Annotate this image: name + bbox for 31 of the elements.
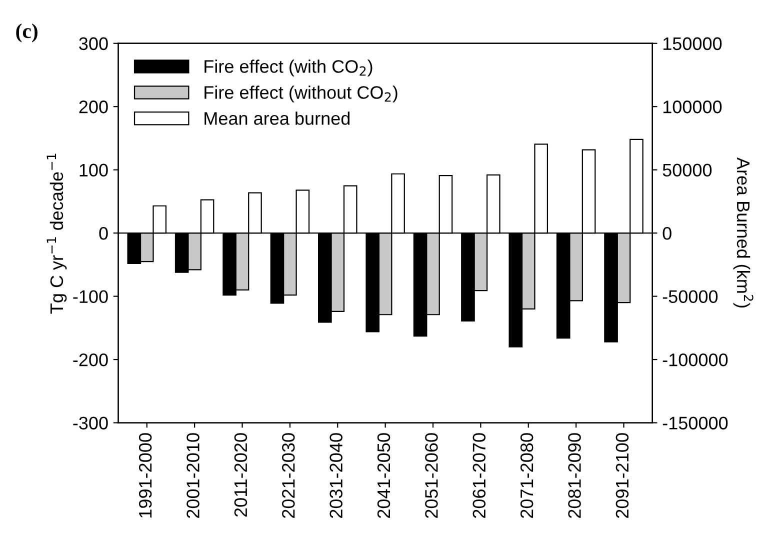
y-axis-title: Tg C yr$^{−1}$ decade$^{−1}$ xyxy=(46,154,67,314)
y-tick-label: 200 xyxy=(79,100,108,114)
x-tick-label: 2071-2080 xyxy=(520,433,534,518)
x-tick-label: 2051-2060 xyxy=(425,433,438,518)
y2-tick-label: -50000 xyxy=(662,290,718,304)
legend-label: Mean area burned xyxy=(204,112,350,125)
y2-tick-label: 100000 xyxy=(663,100,722,114)
y-tick-label: -100 xyxy=(73,290,108,304)
x-tick-label: 2001-2010 xyxy=(186,433,200,518)
y-tick-label: 0 xyxy=(99,226,108,240)
y-tick-label: -200 xyxy=(73,353,108,366)
x-tick-label: 1991-2000 xyxy=(138,433,152,518)
y2-tick-label: 50000 xyxy=(662,164,712,177)
y2-tick-label: -150000 xyxy=(662,416,728,430)
y2-tick-label: 0 xyxy=(662,226,672,240)
x-tick-label: 2021-2030 xyxy=(282,433,295,518)
x-tick-label: 2081-2090 xyxy=(568,433,581,518)
y-tick-label: 300 xyxy=(79,37,108,50)
chart-title: (c) xyxy=(16,23,38,42)
y-tick-label: -300 xyxy=(73,416,108,430)
x-tick-label: 2011-2020 xyxy=(234,433,248,517)
x-tick-label: 2041-2050 xyxy=(377,433,390,518)
x-tick-label: 2091-2100 xyxy=(616,433,629,518)
legend-label: Fire effect (without CO$_{2}$) xyxy=(204,86,398,102)
y-tick-label: 100 xyxy=(80,164,108,177)
y2-tick-label: 150000 xyxy=(663,37,722,50)
x-tick-label: 2061-2070 xyxy=(472,433,486,518)
y2-tick-label: -100000 xyxy=(662,353,728,366)
legend-label: Fire effect (with CO$_{2}$) xyxy=(204,60,372,76)
x-tick-label: 2031-2040 xyxy=(330,433,342,518)
y2-axis-title: Area Burned (km$^{2}$) xyxy=(733,157,754,308)
